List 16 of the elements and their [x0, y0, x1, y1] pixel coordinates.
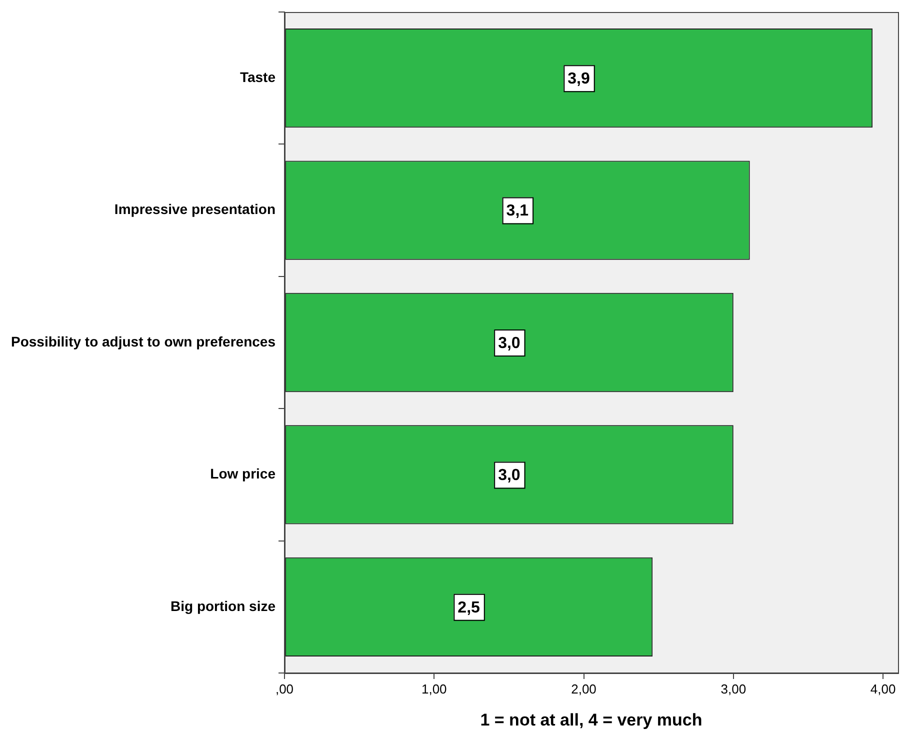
data-label: 3,0 [498, 334, 520, 352]
x-tick-label: ,00 [275, 681, 294, 696]
x-tick-label: 4,00 [870, 681, 896, 696]
y-tick-label: Taste [240, 68, 276, 85]
y-tick-label: Big portion size [170, 598, 276, 614]
x-axis-title: 1 = not at all, 4 = very much [480, 710, 702, 730]
data-label: 2,5 [458, 599, 480, 616]
x-tick-label: 3,00 [720, 681, 746, 696]
x-tick-label: 2,00 [571, 681, 596, 696]
data-label: 3,9 [568, 70, 590, 88]
x-tick-label: 1,00 [421, 681, 447, 696]
y-tick-label: Low price [210, 466, 276, 482]
data-label: 3,1 [506, 202, 529, 220]
y-tick-label: Impressive presentation [114, 201, 276, 218]
y-tick-label: Possibility to adjust to own preferences [10, 333, 276, 350]
data-label: 3,0 [498, 467, 520, 484]
